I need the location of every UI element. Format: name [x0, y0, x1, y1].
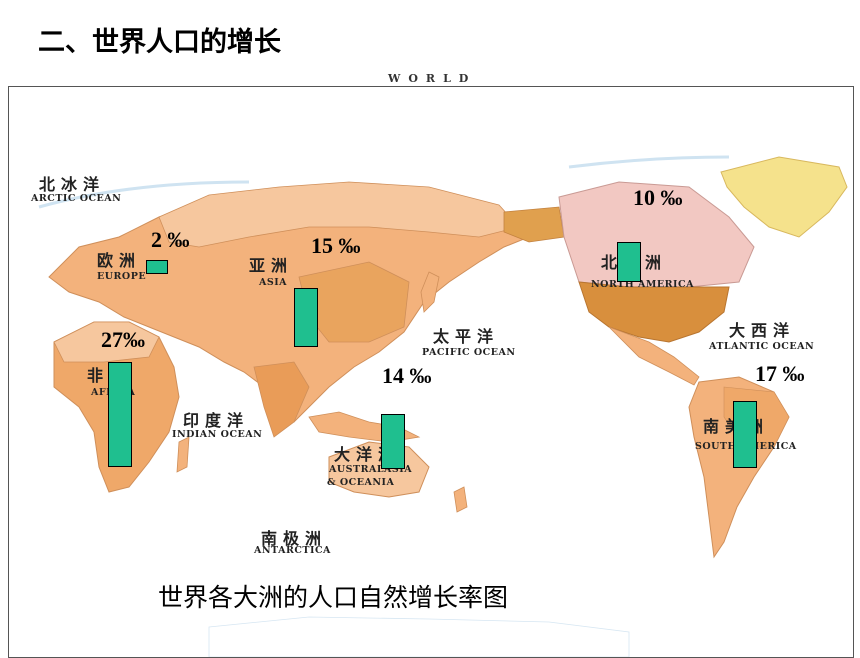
europe-label-cn: 欧洲 — [97, 251, 142, 270]
usa-landmass — [578, 281, 730, 343]
asia-rate: 15 ‰ — [311, 233, 361, 258]
bar-australia — [381, 413, 405, 469]
new-zealand-landmass — [453, 486, 468, 513]
atlantic-ocean-label-en: ATLANTIC OCEAN — [709, 341, 815, 352]
australia-label-en1: AUSTRALASIA — [329, 464, 413, 475]
page-heading: 二、世界人口的增长 — [38, 27, 281, 58]
central-america-landmass — [608, 326, 700, 386]
bar-asia — [294, 288, 318, 347]
map-frame: 北冰洋 ARCTIC OCEAN 太平洋 PACIFIC OCEAN 印度洋 I… — [8, 86, 854, 658]
australia-label-en2: & OCEANIA — [327, 477, 395, 488]
map-caption: 世界各大洲的人口自然增长率图 — [158, 583, 509, 612]
india-landmass — [253, 361, 310, 438]
bar-europe — [146, 260, 168, 274]
europe-rate: 2 ‰ — [151, 227, 190, 252]
arctic-ice — [38, 155, 730, 209]
asia-label-en: ASIA — [259, 277, 288, 288]
australia-label-cn: 大洋洲 — [334, 445, 401, 464]
map-title: WORLD — [388, 72, 477, 85]
bar-north-america — [617, 242, 641, 282]
antarctica-landmass — [208, 616, 630, 657]
russia-landmass — [158, 181, 520, 248]
north-america-rate: 10 ‰ — [633, 185, 683, 210]
alaska-landmass — [503, 206, 565, 243]
japan-landmass — [420, 271, 440, 313]
arctic-ocean-label-cn: 北冰洋 — [39, 175, 106, 194]
indian-ocean-label-en: INDIAN OCEAN — [172, 429, 263, 440]
africa-rate: 27‰ — [101, 327, 145, 352]
australia-rate: 14 ‰ — [382, 363, 432, 388]
canada-landmass — [558, 181, 755, 288]
africa-north — [53, 321, 160, 363]
bar-south-america — [733, 401, 757, 468]
arctic-ocean-label-en: ARCTIC OCEAN — [31, 193, 122, 204]
world-map — [38, 155, 848, 657]
indian-ocean-label-cn: 印度洋 — [183, 411, 250, 430]
pacific-ocean-label-cn: 太平洋 — [433, 327, 500, 346]
antarctica-label-en: ANTARCTICA — [254, 545, 331, 556]
madagascar-landmass — [176, 436, 190, 473]
antarctica-label-cn: 南极洲 — [261, 529, 328, 548]
atlantic-ocean-label-cn: 大西洋 — [729, 321, 796, 340]
greenland-landmass — [720, 156, 848, 238]
europe-label-en: EUROPE — [97, 271, 147, 282]
bar-africa — [108, 362, 132, 467]
pacific-ocean-label-en: PACIFIC OCEAN — [422, 347, 516, 358]
north-america-label-en: NORTH AMERICA — [591, 279, 694, 290]
south-america-rate: 17 ‰ — [755, 361, 805, 386]
asia-label-cn: 亚洲 — [249, 256, 294, 275]
